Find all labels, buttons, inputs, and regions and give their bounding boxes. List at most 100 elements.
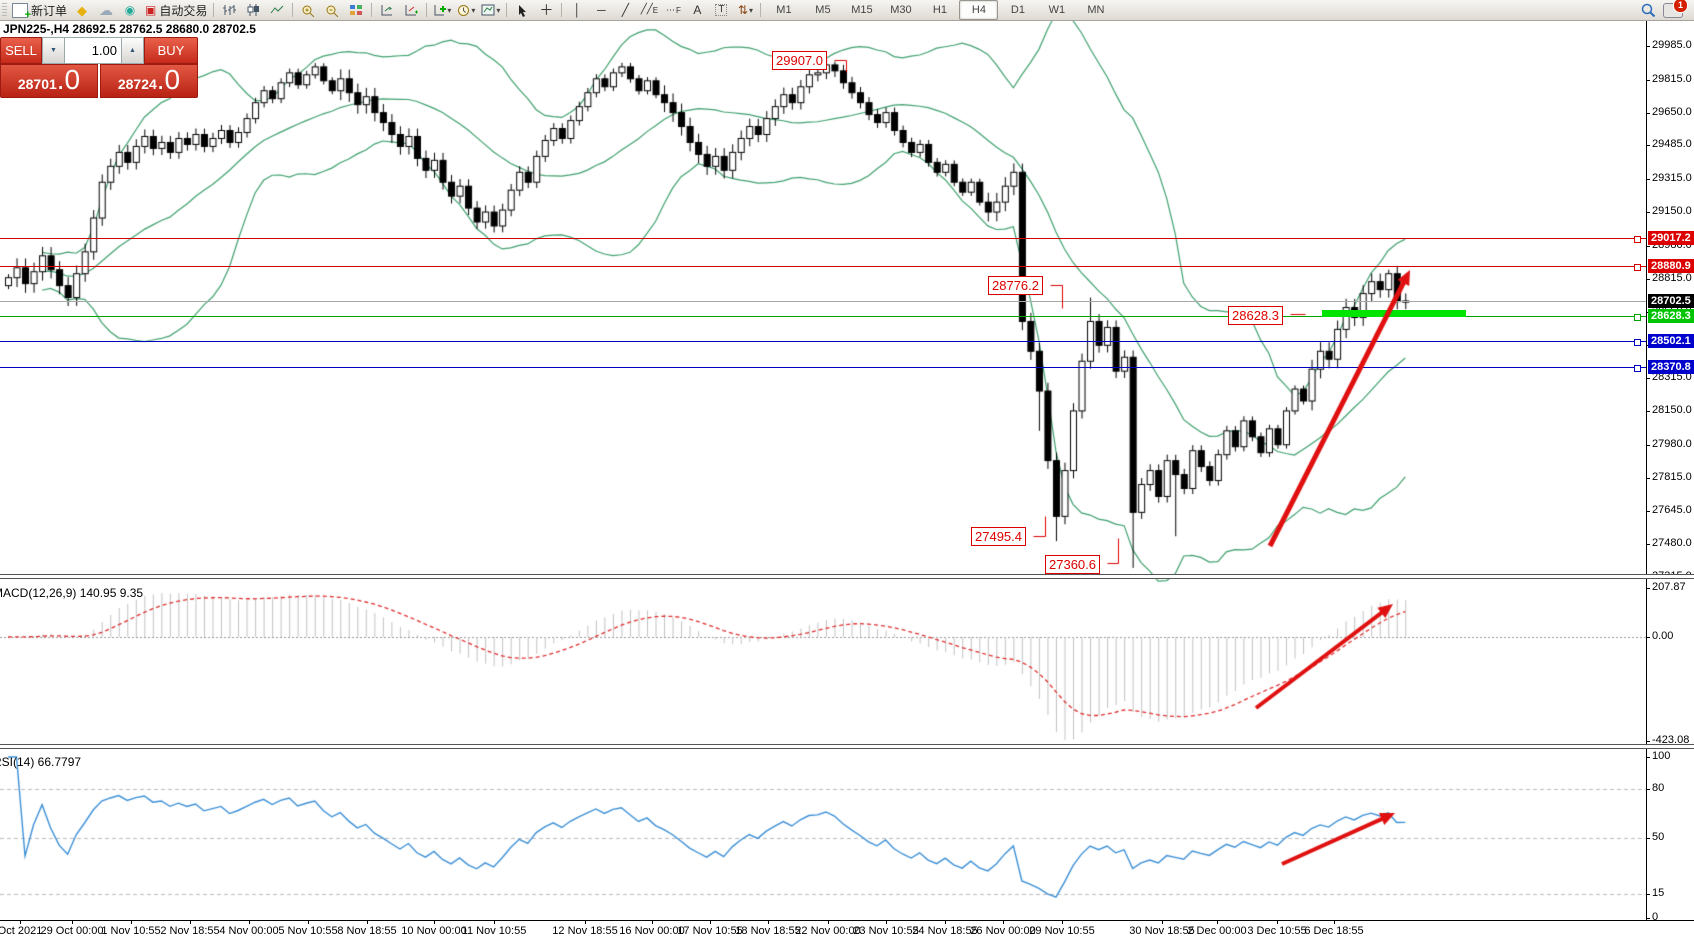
signal-icon[interactable]: ◉	[124, 3, 136, 17]
current-price-badge: 28702.5	[1648, 294, 1694, 309]
timeframe-h1[interactable]: H1	[932, 4, 947, 16]
main-toolbar: + 新订单 ◆ ☁ ◉ ▣ 自动交易 ▾	[0, 0, 1694, 21]
indicator-window-add-icon[interactable]	[399, 0, 423, 20]
timeframe-m5[interactable]: M5	[815, 4, 831, 16]
rsi-tick	[1646, 757, 1650, 758]
text-tool-icon[interactable]: A	[693, 3, 702, 17]
macd-tick	[1646, 588, 1650, 589]
cloud-icon[interactable]: ☁	[99, 2, 114, 18]
price-tick	[1646, 179, 1650, 181]
template-button[interactable]: ▾	[478, 0, 503, 20]
rsi-tick-label: 0	[1652, 911, 1659, 923]
toolbar-grip[interactable]	[2, 3, 7, 17]
period-clock-button[interactable]: ▾	[454, 0, 478, 20]
volume-increase-button[interactable]: ▲	[121, 37, 144, 64]
candlestick-chart-icon[interactable]	[241, 0, 265, 20]
date-label: 22 Nov 00:00	[795, 925, 861, 937]
level-handle[interactable]	[1634, 338, 1641, 346]
price-tick	[1646, 278, 1650, 280]
price-level-badge: 28628.3	[1648, 308, 1694, 323]
text-label-tool-icon[interactable]: T	[709, 0, 733, 20]
buy-button[interactable]: BUY	[144, 37, 198, 64]
rsi-pane-separator[interactable]	[0, 744, 1694, 749]
price-tick-label: 28150.0	[1652, 403, 1692, 416]
timeframe-m15[interactable]: M15	[851, 4, 873, 16]
zoom-in-icon[interactable]	[296, 0, 320, 20]
rsi-tick-label: 100	[1652, 750, 1671, 762]
new-order-button[interactable]: + 新订单	[9, 0, 70, 20]
horizontal-level-line[interactable]	[0, 265, 1646, 267]
cursor-tool-icon[interactable]	[510, 0, 534, 20]
horizontal-level-line[interactable]	[0, 367, 1646, 369]
price-tick-label: 29485.0	[1652, 138, 1692, 151]
trendline-tool-icon[interactable]: ╱	[621, 3, 630, 17]
bar-chart-icon[interactable]	[217, 0, 241, 20]
symbol-info: JPN225-,H4 28692.5 28762.5 28680.0 28702…	[3, 22, 256, 36]
tile-windows-icon[interactable]	[344, 0, 368, 20]
date-label: 26 Nov 00:00	[970, 925, 1036, 937]
timeframe-d1[interactable]: D1	[1010, 4, 1025, 16]
line-chart-icon[interactable]	[265, 0, 289, 20]
date-label: 17 Nov 10:55	[677, 925, 743, 937]
horizontal-line-tool-icon[interactable]: ─	[597, 3, 606, 17]
timeframe-bar: M1 M5 M15 M30 H1 H4 D1 W1 MN	[764, 0, 1115, 20]
timeframe-m1[interactable]: M1	[776, 4, 792, 16]
timeframe-w1[interactable]: W1	[1048, 4, 1066, 16]
fibonacci-tool-icon[interactable]: ⋯ F	[665, 4, 681, 15]
volume-decrease-button[interactable]: ▼	[42, 37, 65, 64]
vertical-line-tool-icon[interactable]: │	[573, 3, 582, 17]
zoom-out-icon[interactable]	[320, 0, 344, 20]
macd-tick	[1646, 741, 1650, 742]
new-order-icon: +	[12, 2, 31, 20]
current-price-line	[0, 301, 1646, 303]
horizontal-level-line[interactable]	[0, 238, 1646, 240]
sell-button[interactable]: SELL	[0, 37, 42, 64]
date-label: 16 Nov 00:00	[619, 925, 685, 937]
price-annotation[interactable]: 28776.2	[988, 276, 1043, 295]
price-annotation[interactable]: 27360.6	[1045, 555, 1100, 574]
crosshair-tool-icon[interactable]: ＋	[539, 2, 554, 18]
macd-label: MACD(12,26,9) 140.95 9.35	[0, 586, 144, 600]
price-tick	[1646, 544, 1650, 546]
price-annotation[interactable]: 27495.4	[971, 527, 1026, 546]
price-level-badge: 28502.1	[1648, 333, 1694, 348]
indicator-window-icon[interactable]	[375, 0, 399, 20]
price-annotation[interactable]: 28628.3	[1228, 306, 1283, 325]
horizontal-level-line[interactable]	[0, 340, 1646, 342]
price-axis-border	[1646, 20, 1647, 921]
date-label: 29 Nov 10:55	[1029, 925, 1095, 937]
price-tick	[1646, 444, 1650, 446]
new-order-label: 新订单	[31, 3, 68, 18]
timeframe-h4[interactable]: H4	[959, 0, 999, 20]
equidistant-channel-tool-icon[interactable]: ╱╱ E	[640, 4, 659, 15]
sell-price[interactable]: 28701 .0	[0, 64, 98, 98]
price-annotation[interactable]: 29907.0	[772, 51, 827, 70]
highlighter-icon[interactable]: ◆	[77, 2, 88, 18]
search-icon[interactable]	[1636, 0, 1660, 20]
highlight-line-segment[interactable]	[1322, 310, 1466, 317]
timeframe-mn[interactable]: MN	[1087, 4, 1105, 16]
auto-trading-label: 自动交易	[159, 3, 208, 18]
price-level-badge: 28880.9	[1648, 258, 1694, 273]
arrow-tools-icon[interactable]: ⇅ ▾	[737, 3, 753, 17]
level-handle[interactable]	[1634, 365, 1641, 373]
level-handle[interactable]	[1634, 236, 1641, 244]
level-handle[interactable]	[1634, 313, 1641, 321]
price-tick	[1646, 245, 1650, 247]
auto-trading-button[interactable]: ▣ 自动交易	[142, 0, 210, 20]
timeframe-m30[interactable]: M30	[890, 4, 912, 16]
date-axis-border	[0, 920, 1694, 921]
buy-price[interactable]: 28724 .0	[100, 64, 198, 98]
price-tick-label: 27980.0	[1652, 437, 1692, 450]
level-handle[interactable]	[1634, 263, 1641, 271]
notifications-button[interactable]: 1	[1660, 0, 1688, 20]
price-tick	[1646, 145, 1650, 147]
add-indicator-button[interactable]: ▾	[430, 0, 454, 20]
volume-input[interactable]	[65, 37, 121, 64]
price-tick-label: 29315.0	[1652, 172, 1692, 185]
price-tick	[1646, 378, 1650, 380]
price-tick-label: 29650.0	[1652, 105, 1692, 118]
price-tick-label: 29985.0	[1652, 39, 1692, 51]
macd-pane-separator[interactable]	[0, 574, 1694, 579]
